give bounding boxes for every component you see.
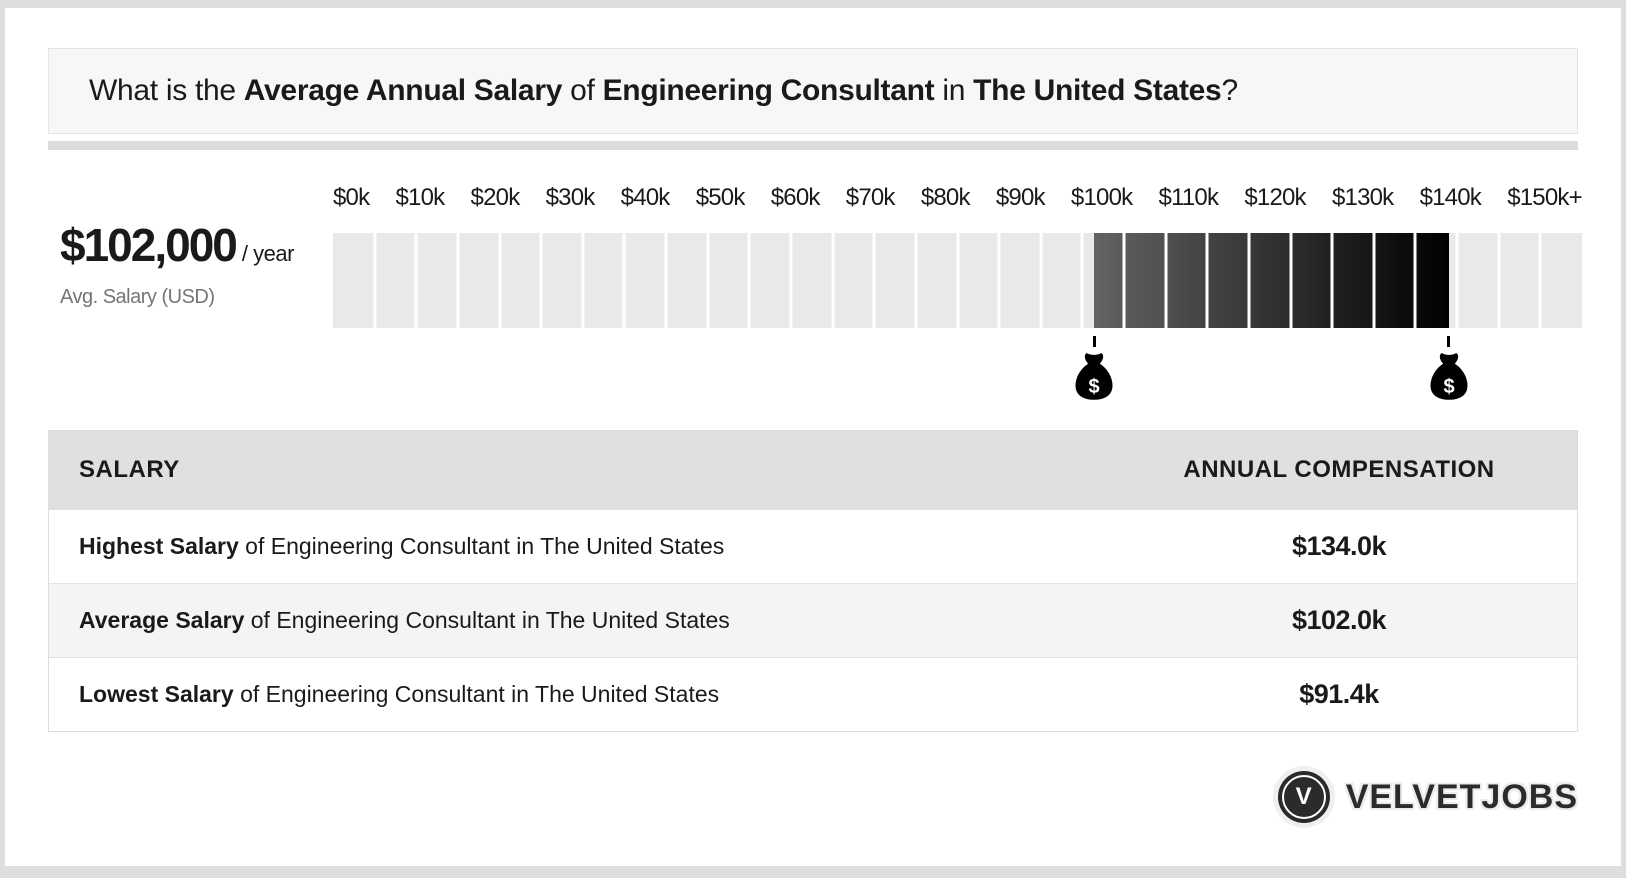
marker-tick	[1092, 336, 1096, 347]
axis-label: $90k	[995, 184, 1046, 211]
segment-gap	[1164, 233, 1168, 328]
segment-gap	[747, 233, 751, 328]
segment-gap	[1330, 233, 1334, 328]
segment-gap	[1497, 233, 1501, 328]
brand-footer: V VELVETJOBS	[1277, 768, 1578, 826]
title-part-bold: Engineering Consultant	[602, 74, 935, 107]
segment-gap	[1455, 233, 1459, 328]
segment-gap	[956, 233, 959, 328]
segment-gap	[997, 233, 1001, 328]
row-label: of Engineering Consultant in The United …	[238, 533, 725, 559]
segment-gap	[706, 233, 710, 328]
highlight-range	[1094, 233, 1449, 328]
row-value: $134.0k	[1291, 531, 1387, 561]
title-part: of	[562, 74, 603, 107]
title-part: ?	[1221, 74, 1238, 107]
segment-gap	[1538, 233, 1542, 328]
segment-gap	[456, 233, 460, 328]
axis-label: $120k	[1244, 184, 1306, 211]
table-header-row: SALARY ANNUAL COMPENSATION	[49, 431, 1577, 509]
title-part: What is the	[89, 74, 244, 107]
logo-letter: V	[1295, 783, 1312, 810]
table-row-lowest: Lowest Salary of Engineering Consultant …	[49, 657, 1577, 731]
segment-gap	[1372, 233, 1376, 328]
question-box: What is the Average Annual Salary of Eng…	[48, 48, 1578, 134]
segment-gap	[1039, 233, 1043, 328]
axis-label: $20k	[470, 184, 521, 211]
segment-gap	[373, 233, 377, 328]
segment-gap	[831, 233, 835, 328]
lowest-salary-marker: $	[1074, 328, 1114, 400]
axis-label: $10k	[395, 184, 446, 211]
row-value: $91.4k	[1299, 679, 1379, 709]
axis-label: $80k	[920, 184, 971, 211]
segment-gap	[539, 233, 543, 328]
axis-label: $110k	[1158, 184, 1219, 211]
axis-label: $40k	[620, 184, 671, 211]
dollar-sign: $	[1088, 376, 1099, 398]
salary-scale-bar	[333, 233, 1582, 328]
segment-gap	[581, 233, 585, 328]
axis-label: $130k	[1331, 184, 1394, 211]
segment-gap	[622, 233, 626, 328]
brand-name: VELVETJOBS	[1345, 777, 1578, 816]
avg-salary-label: Avg. Salary (USD)	[60, 286, 215, 308]
title-part: in	[934, 74, 974, 107]
segment-gap	[1205, 233, 1209, 328]
axis-label: $60k	[770, 184, 821, 211]
avg-salary-amount: $102,000	[60, 219, 238, 271]
row-label-bold: Average Salary	[79, 607, 245, 633]
salary-table: SALARY ANNUAL COMPENSATION Highest Salar…	[48, 430, 1578, 732]
page-title: What is the Average Annual Salary of Eng…	[89, 74, 1238, 108]
segment-gap	[664, 233, 668, 328]
title-part-bold: Average Annual Salary	[243, 74, 563, 107]
avg-salary-period: / year	[241, 241, 295, 266]
range-markers: $ $	[333, 328, 1582, 404]
segment-gap	[1122, 233, 1126, 328]
row-label-bold: Lowest Salary	[79, 681, 234, 707]
question-box-shadow	[48, 141, 1578, 150]
title-part-bold: The United States	[973, 74, 1222, 107]
segment-gap	[1413, 233, 1417, 328]
table-row-average: Average Salary of Engineering Consultant…	[49, 583, 1577, 657]
axis-label: $150k+	[1507, 184, 1582, 211]
money-bag-icon: $	[1075, 353, 1113, 400]
axis-label: $0k	[333, 184, 370, 211]
velvetjobs-logo-icon: V	[1277, 771, 1330, 823]
header-salary: SALARY	[79, 456, 180, 483]
axis-label: $100k	[1070, 184, 1133, 211]
marker-tick	[1447, 336, 1451, 347]
row-label: of Engineering Consultant in The United …	[244, 607, 730, 633]
axis-label: $140k	[1419, 184, 1482, 211]
axis-label: $50k	[695, 184, 746, 211]
axis-label: $30k	[545, 184, 596, 211]
axis-label: $70k	[845, 184, 896, 211]
segment-gap	[789, 233, 793, 328]
segment-gap	[1247, 233, 1251, 328]
segment-gap	[1289, 233, 1293, 328]
money-bag-icon: $	[1430, 353, 1468, 400]
row-label-bold: Highest Salary	[79, 533, 239, 559]
segment-gap	[872, 233, 876, 328]
highest-salary-marker: $	[1429, 328, 1469, 400]
dollar-sign: $	[1443, 376, 1454, 398]
axis-labels: $0k $10k $20k $30k $40k $50k $60k $70k $80k $90k $…	[333, 180, 1583, 212]
segment-gap	[414, 233, 418, 328]
row-value: $102.0k	[1291, 605, 1387, 635]
row-label: of Engineering Consultant in The United …	[233, 681, 720, 707]
segment-gap	[498, 233, 502, 328]
avg-salary-block: $102,000/ year Avg. Salary (USD)	[60, 218, 310, 309]
segment-gap	[1080, 233, 1084, 328]
segment-gap	[914, 233, 918, 328]
header-annual-compensation: ANNUAL COMPENSATION	[1183, 456, 1495, 483]
table-row-highest: Highest Salary of Engineering Consultant…	[49, 509, 1577, 583]
